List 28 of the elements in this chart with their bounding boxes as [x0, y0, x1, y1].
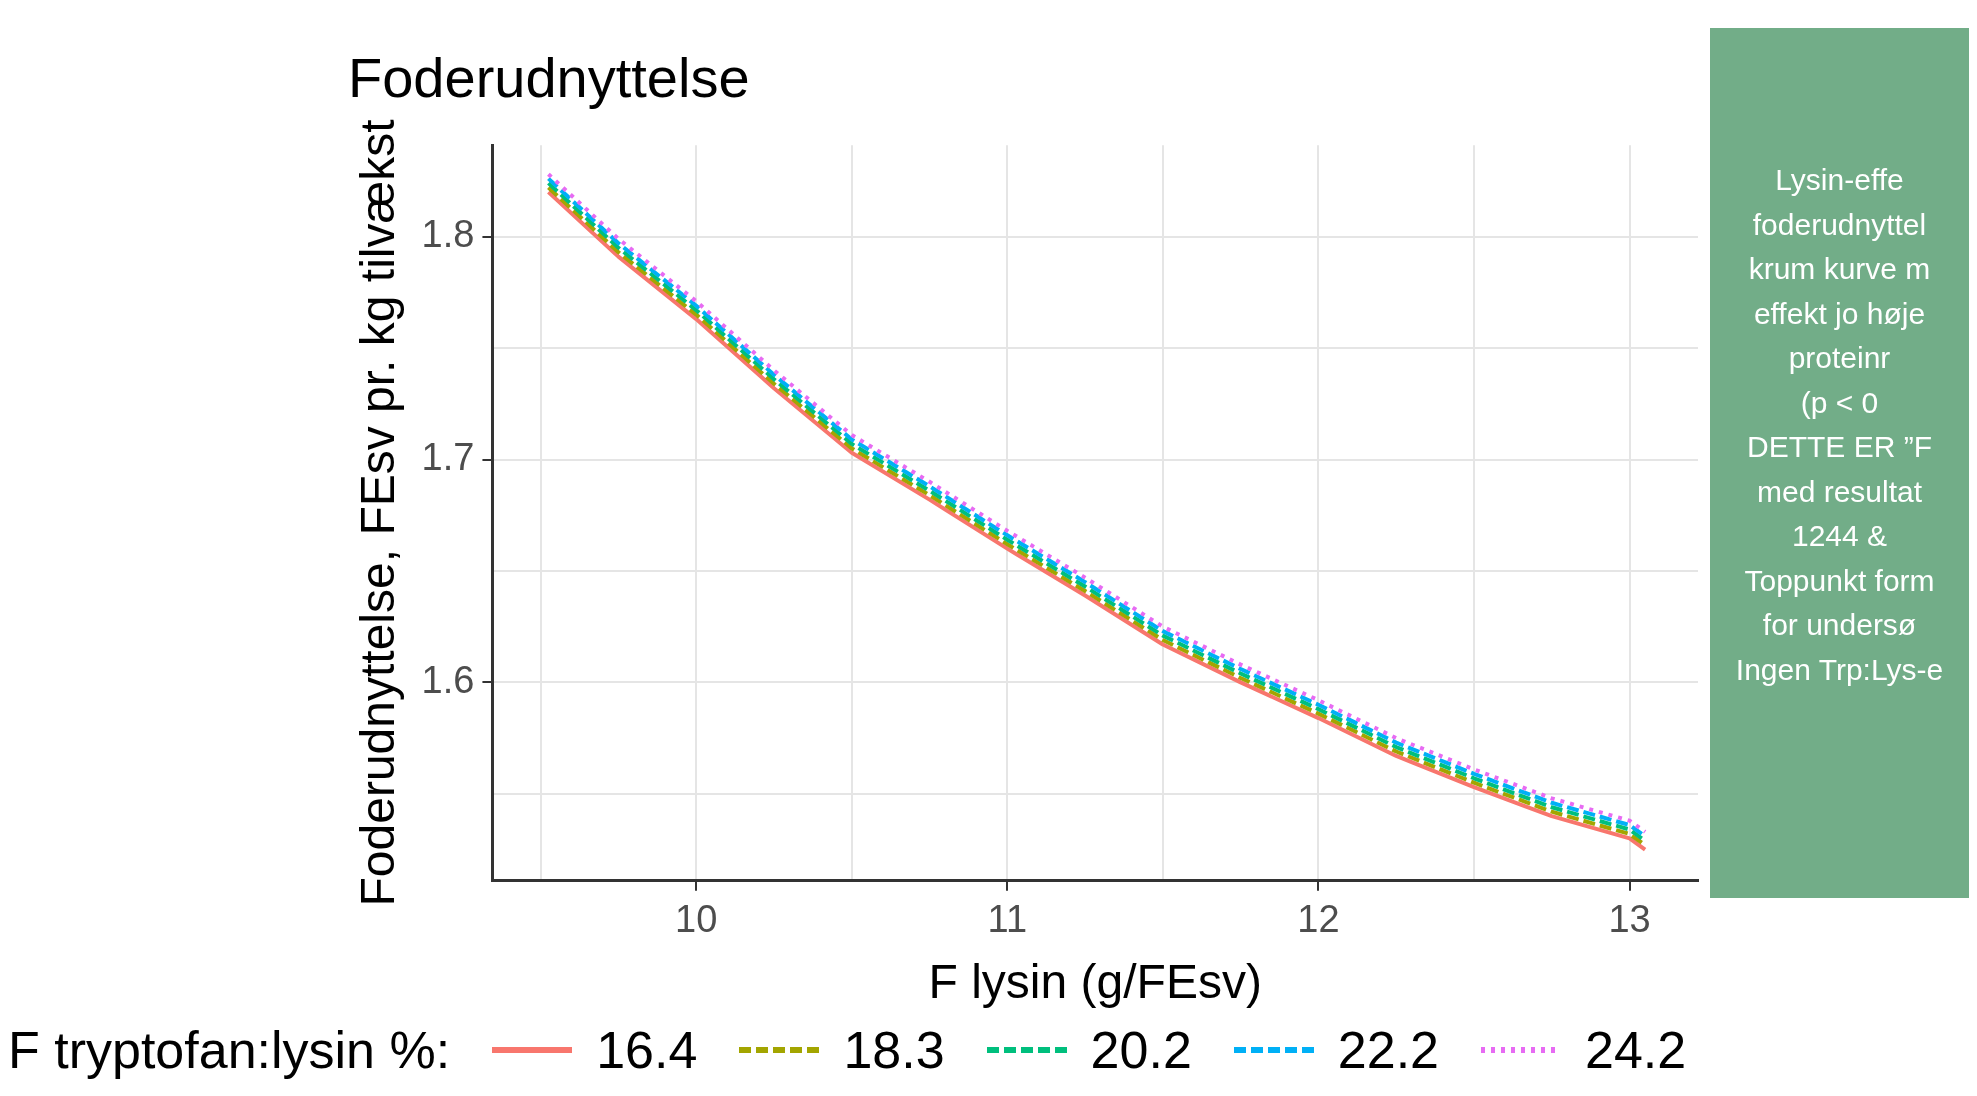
text: med resultat [1755, 473, 1924, 510]
text: Toppunkt form [1743, 562, 1936, 599]
x-tick-label: 10 [675, 898, 718, 941]
x-tick-label: 13 [1608, 898, 1651, 941]
text: krum kurve m [1747, 251, 1932, 287]
text: foderudnyttel [1751, 206, 1928, 243]
text: Ingen Trp:Lys-e [1734, 651, 1945, 688]
legend-title: F tryptofan:lysin %: [8, 1020, 451, 1080]
legend-label: 22.2 [1337, 1020, 1440, 1080]
text: 1244 & [1790, 518, 1889, 554]
text: (p < 0 [1799, 384, 1880, 421]
legend-label: 24.2 [1585, 1020, 1687, 1080]
legend-label: 20.2 [1090, 1020, 1192, 1080]
x-axis-title: F lysin (g/FEsv) [928, 955, 1262, 1009]
text: proteinr [1787, 340, 1892, 376]
legend-label: 18.3 [843, 1020, 945, 1080]
chart-title: Foderudnyttelse [348, 46, 750, 110]
y-tick-label: 1.6 [421, 658, 475, 701]
x-tick-label: 12 [1297, 898, 1340, 941]
legend-label: 16.4 [596, 1020, 698, 1080]
y-tick-label: 1.7 [421, 435, 475, 478]
text: Lysin-effe [1774, 162, 1905, 198]
text: DETTE ER ”F [1746, 429, 1933, 465]
text: for undersø [1761, 607, 1918, 643]
x-tick-label: 11 [987, 898, 1028, 941]
text: effekt jo høje [1752, 295, 1927, 332]
y-tick-label: 1.8 [421, 213, 475, 256]
y-axis-title: Foderudnyttelse, FEsv pr. kg tilvækst [351, 119, 405, 907]
